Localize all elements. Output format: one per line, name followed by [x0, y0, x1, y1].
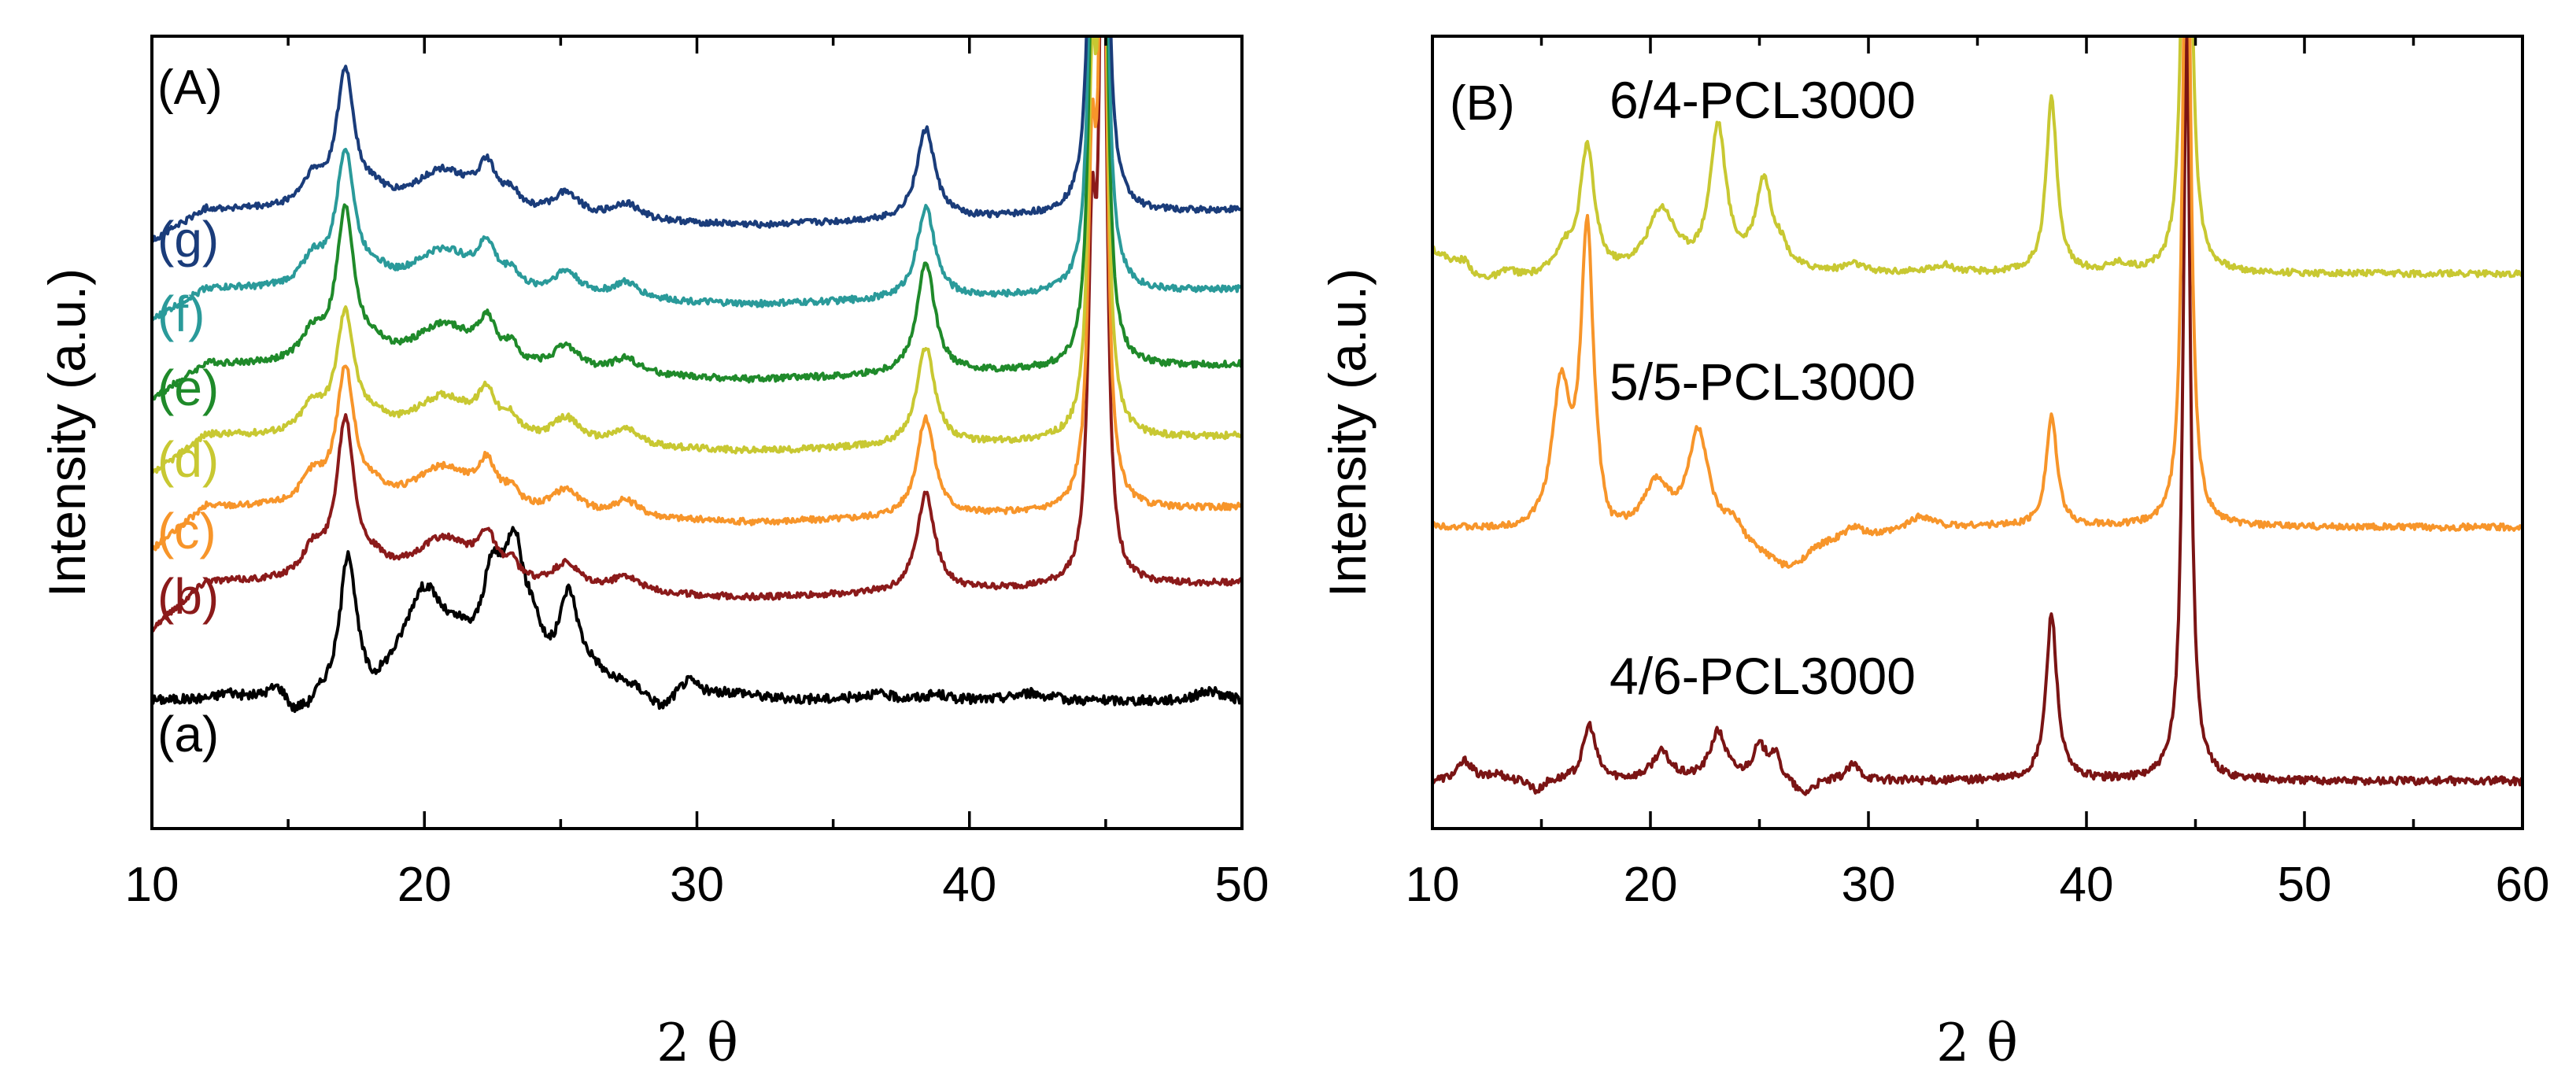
panel-a-label: (A)	[157, 61, 223, 115]
panel-b-x-tick-label: 60	[2496, 858, 2550, 912]
panel-b-series-line-5-5-pcl3000	[1432, 36, 2522, 569]
panel-b-series-label-5-5-pcl3000: 5/5-PCL3000	[1610, 353, 1916, 411]
panel-b-x-tick-label: 10	[1406, 858, 1460, 912]
panel-a-x-tick-label: 50	[1215, 858, 1270, 912]
panel-a-x-tick-label: 20	[397, 858, 452, 912]
panel-a-x-ticks: 10 20 30 40 50	[125, 36, 1270, 912]
panel-a-x-axis-title-main: 2	[656, 1013, 689, 1073]
panel-b-x-axis-title-theta: θ	[1987, 1013, 2018, 1073]
panel-a: (a) (b) (c) (d) (e) (f) (g) 10 20 30 40 50 (A) Int…	[38, 35, 1270, 1073]
panel-b-label: (B)	[1450, 76, 1515, 131]
panel-b: 4/6-PCL3000 5/5-PCL3000 6/4-PCL3000 10 20 30…	[1318, 35, 2550, 1073]
panel-a-series-line-c	[152, 36, 1242, 552]
panel-a-series-label-d: (d)	[157, 431, 219, 488]
panel-b-traces	[1432, 36, 2522, 796]
panel-b-x-ticks: 10 20 30 40 50 60	[1406, 36, 2550, 912]
panel-a-trace-labels: (a) (b) (c) (d) (e) (f) (g)	[157, 211, 219, 762]
panel-b-x-tick-label: 50	[2278, 858, 2332, 912]
panel-b-series-label-4-6-pcl3000: 4/6-PCL3000	[1610, 647, 1916, 705]
panel-a-x-axis-title-theta: θ	[707, 1013, 738, 1073]
panel-a-series-label-a: (a)	[157, 706, 219, 762]
panel-a-series-line-b	[152, 36, 1242, 633]
panel-b-x-tick-label: 20	[1624, 858, 1678, 912]
panel-b-series-line-4-6-pcl3000	[1432, 36, 2522, 796]
panel-b-x-tick-label: 30	[1842, 858, 1896, 912]
panel-b-x-axis-title-main: 2	[1936, 1013, 1969, 1073]
panel-b-y-axis-title: Intensity (a.u.)	[1318, 268, 1377, 597]
panel-b-series-line-6-4-pcl3000	[1432, 36, 2522, 280]
panel-a-y-axis-title: Intensity (a.u.)	[38, 268, 96, 597]
panel-a-series-line-e	[152, 36, 1242, 401]
panel-a-series-label-c: (c)	[157, 503, 216, 559]
panel-a-series-label-e: (e)	[157, 360, 219, 416]
panel-a-x-tick-label: 10	[125, 858, 179, 912]
panel-a-x-tick-label: 30	[670, 858, 724, 912]
panel-a-series-line-f	[152, 36, 1242, 321]
panel-b-x-tick-label: 40	[2060, 858, 2114, 912]
panel-a-series-line-d	[152, 36, 1242, 474]
panel-a-x-tick-label: 40	[942, 858, 996, 912]
panel-a-series-line-a	[152, 526, 1242, 714]
panel-b-series-label-6-4-pcl3000: 6/4-PCL3000	[1610, 71, 1916, 129]
panel-b-plot-frame	[1431, 35, 2524, 830]
panel-a-series-label-b: (b)	[157, 568, 219, 625]
panel-a-traces	[152, 36, 1242, 714]
panel-a-series-label-g: (g)	[157, 211, 219, 268]
panel-a-series-line-g	[152, 36, 1242, 243]
panel-a-series-label-f: (f)	[157, 286, 205, 342]
panel-b-trace-labels: 4/6-PCL3000 5/5-PCL3000 6/4-PCL3000	[1610, 71, 1916, 705]
